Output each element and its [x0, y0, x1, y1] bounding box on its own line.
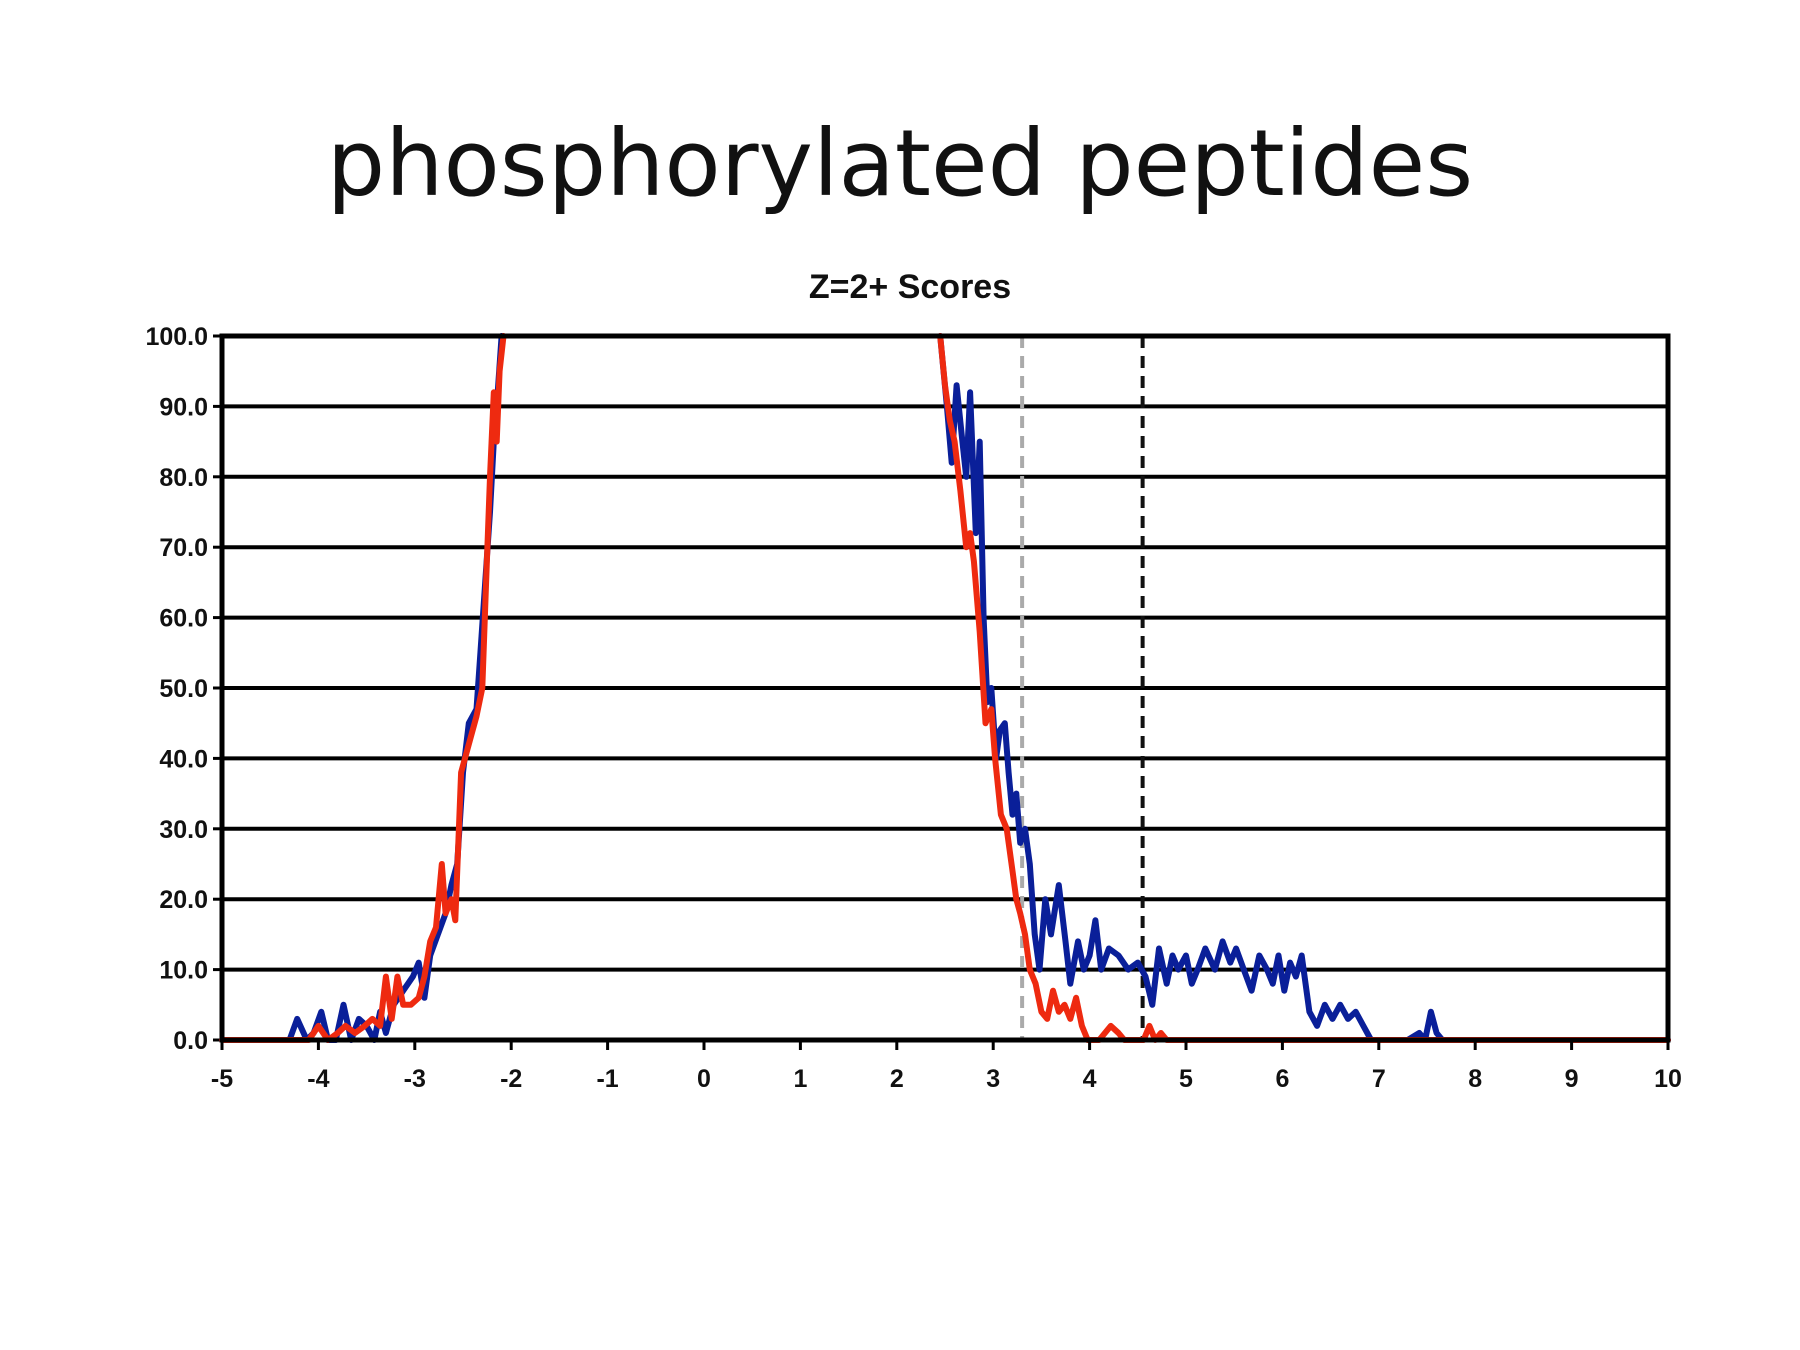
- y-tick-label: 80.0: [159, 464, 208, 492]
- y-tick-label: 40.0: [159, 745, 208, 773]
- x-tick-label: 2: [890, 1065, 904, 1093]
- y-tick-label: 90.0: [159, 393, 208, 421]
- x-tick-label: -4: [307, 1065, 329, 1093]
- x-tick-label: -3: [404, 1065, 426, 1093]
- x-tick-label: 4: [1083, 1065, 1097, 1093]
- x-tick-label: 1: [793, 1065, 807, 1093]
- x-tick-label: 8: [1468, 1065, 1482, 1093]
- y-tick-label: 100.0: [145, 323, 208, 351]
- x-tick-label: 5: [1179, 1065, 1193, 1093]
- x-tick-label: 0: [697, 1065, 711, 1093]
- x-tick-label: 10: [1654, 1065, 1682, 1093]
- y-tick-label: 20.0: [159, 886, 208, 914]
- y-tick-label: 10.0: [159, 957, 208, 985]
- x-tick-label: 7: [1372, 1065, 1386, 1093]
- x-tick-label: 6: [1275, 1065, 1289, 1093]
- y-tick-label: 50.0: [159, 675, 208, 703]
- x-tick-label: -1: [596, 1065, 618, 1093]
- x-tick-label: -5: [211, 1065, 233, 1093]
- y-tick-label: 60.0: [159, 605, 208, 633]
- chart-title: Z=2+ Scores: [809, 268, 1011, 306]
- y-tick-label: 0.0: [173, 1027, 208, 1055]
- y-tick-label: 30.0: [159, 816, 208, 844]
- x-tick-label: -2: [500, 1065, 522, 1093]
- x-tick-label: 9: [1565, 1065, 1579, 1093]
- x-tick-label: 3: [986, 1065, 1000, 1093]
- x-axis-tick-labels: -5 -4 -3 -2 -1 0 1 2 3 4 5 6 7 8 9 10: [211, 1040, 1682, 1093]
- y-tick-label: 70.0: [159, 534, 208, 562]
- y-axis-tick-labels: 0.0 10.0 20.0 30.0 40.0 50.0 60.0 70.0 80.0 90.0 1…: [145, 323, 208, 1055]
